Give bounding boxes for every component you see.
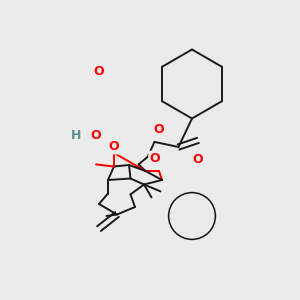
- Text: O: O: [193, 153, 203, 166]
- Text: O: O: [154, 122, 164, 136]
- Text: H: H: [71, 129, 82, 142]
- Text: O: O: [149, 152, 160, 165]
- Text: O: O: [91, 129, 101, 142]
- Text: O: O: [109, 140, 119, 154]
- Text: O: O: [94, 65, 104, 78]
